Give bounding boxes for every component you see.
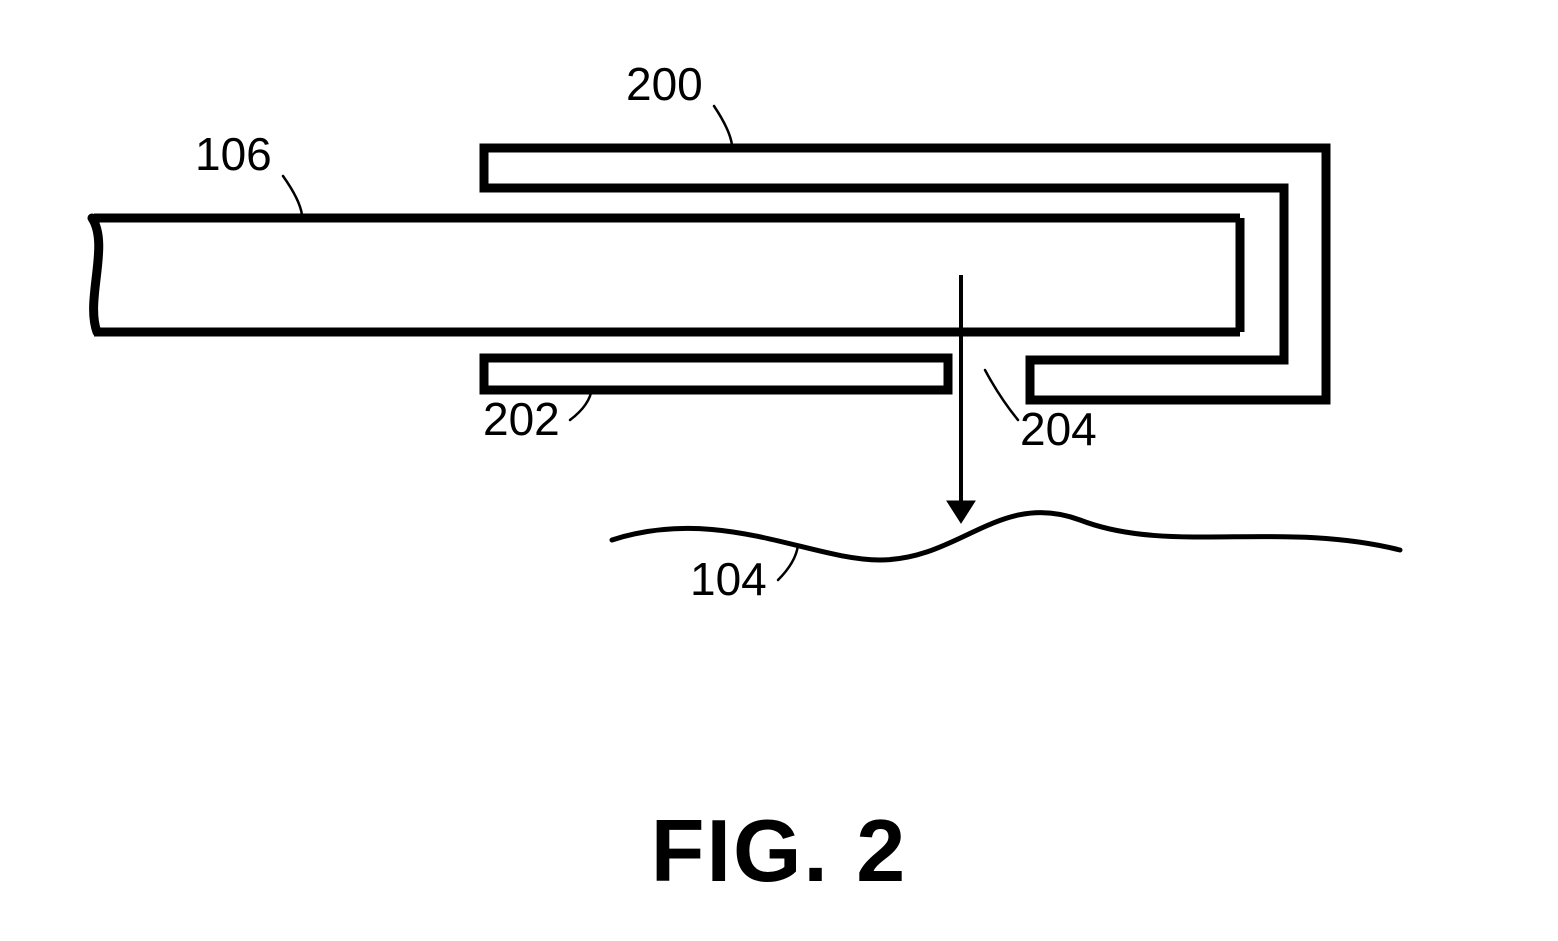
figure-caption: FIG. 2 [0, 800, 1558, 902]
arrow-head [947, 501, 975, 523]
leader-200 [714, 106, 732, 145]
ref-label-106: 106 [195, 128, 272, 180]
ref-label-104: 104 [690, 553, 767, 605]
leader-204 [985, 370, 1018, 420]
ref-label-200: 200 [626, 58, 703, 110]
leader-106 [283, 176, 302, 215]
lower-plate [484, 358, 948, 390]
ref-label-204: 204 [1020, 403, 1097, 455]
tube-break-line [92, 218, 99, 332]
leader-104 [778, 545, 798, 580]
ref-label-202: 202 [483, 393, 560, 445]
